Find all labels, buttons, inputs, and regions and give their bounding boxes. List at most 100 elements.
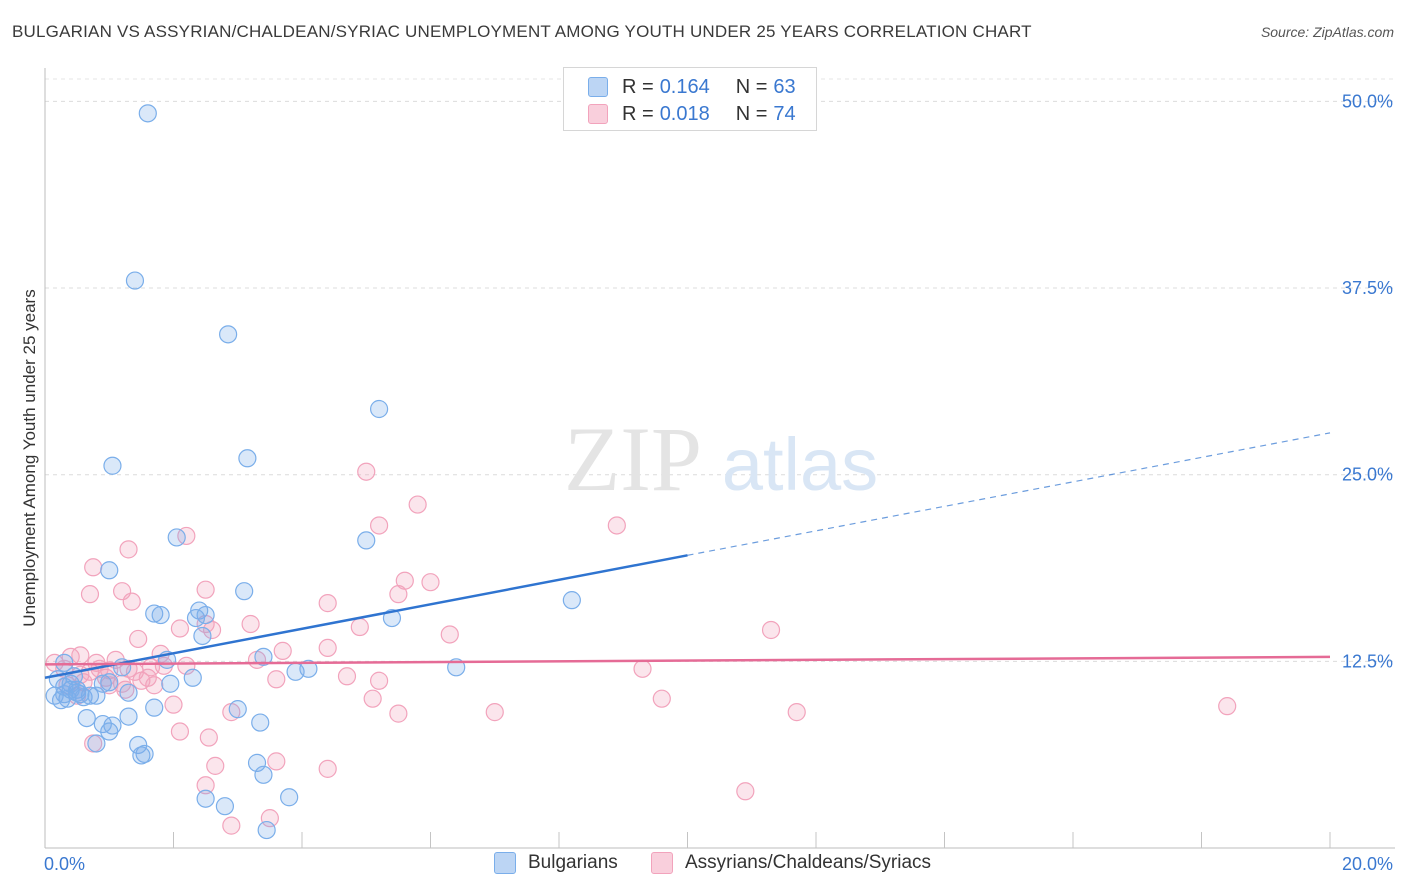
bulgarian-point	[151, 605, 170, 625]
bulgarian-point	[129, 735, 148, 755]
x-tick-label-max: 20.0%	[1342, 854, 1393, 874]
assyrian-point	[440, 625, 459, 644]
assyrian-point	[337, 667, 357, 686]
legend-r-label: R =	[622, 75, 654, 98]
y-tick-label: 12.5%	[1342, 651, 1393, 671]
bulgarian-point	[235, 582, 254, 601]
correlation-legend: R = 0.164 N = 63 R = 0.018 N = 74	[563, 67, 817, 131]
assyrian-point	[84, 558, 103, 577]
bulgarian-point	[219, 325, 238, 344]
bulgarian-point	[382, 608, 402, 628]
bulgarian-point	[119, 707, 138, 726]
legend-n-label: N =	[735, 102, 768, 125]
bulgarian-point	[254, 647, 273, 666]
bulgarian-point	[100, 722, 119, 741]
watermark-zip: ZIP	[564, 408, 702, 510]
assyrian-point	[363, 689, 382, 708]
assyrian-point	[395, 571, 414, 590]
assyrian-point	[408, 495, 427, 514]
legend-item-bulgarians[interactable]: Bulgarians	[494, 852, 618, 874]
watermark-atlas: atlas	[722, 423, 878, 506]
bulgarian-point	[238, 449, 257, 468]
assyrian-point	[129, 629, 148, 649]
bulgarian-point	[87, 734, 106, 753]
bulgarian-point	[138, 104, 157, 123]
assyrian-point	[196, 776, 215, 795]
bulgarian-point	[93, 714, 112, 734]
assyrians-legend-label: Assyrians/Chaldeans/Syriacs	[685, 852, 932, 873]
assyrian-points	[45, 462, 1237, 835]
assyrian-point	[267, 752, 286, 771]
watermark: ZIP atlas	[564, 408, 878, 510]
bulgarians-legend-label: Bulgarians	[528, 852, 618, 873]
assyrian-point	[273, 641, 292, 660]
assyrian-point	[196, 580, 215, 599]
assyrian-trend-line	[44, 655, 1331, 666]
bulgarian-trend-line	[44, 554, 688, 680]
bulgarian-point	[196, 789, 215, 808]
bulgarian-point	[55, 653, 74, 672]
bulgarian-point	[119, 683, 138, 702]
chart-title: BULGARIAN VS ASSYRIAN/CHALDEAN/SYRIAC UN…	[12, 22, 1032, 41]
bulgarian-point	[71, 685, 90, 704]
axes	[44, 68, 1395, 849]
trend-lines	[44, 432, 1331, 680]
bulgarian-point	[100, 561, 119, 580]
assyrian-point	[141, 658, 161, 677]
bulgarian-point	[87, 686, 106, 705]
bulgarian-point	[228, 700, 247, 719]
bulgarian-point	[370, 399, 389, 419]
assyrian-point	[206, 756, 225, 775]
assyrian-point	[145, 676, 164, 695]
assyrian-point	[199, 728, 218, 747]
assyrians-swatch	[588, 104, 608, 124]
bulgarian-point	[196, 605, 215, 625]
y-tick-label: 25.0%	[1342, 465, 1393, 485]
assyrians-legend-swatch	[651, 852, 673, 874]
assyrian-point	[357, 462, 376, 481]
assyrian-point	[138, 668, 157, 687]
assyrians-n-value: 74	[773, 102, 796, 125]
bulgarian-point	[145, 698, 164, 717]
assyrian-point	[389, 704, 408, 723]
assyrian-point	[370, 671, 389, 690]
legend-item-assyrians[interactable]: Assyrians/Chaldeans/Syriacs	[651, 852, 931, 874]
bulgarian-point	[167, 528, 186, 547]
assyrian-point	[761, 620, 781, 640]
assyrian-point	[170, 722, 190, 741]
assyrian-point	[122, 592, 141, 611]
grid-lines	[45, 78, 1395, 662]
bulgarian-point	[132, 746, 151, 765]
assyrian-point	[350, 617, 369, 637]
bulgarians-swatch	[588, 77, 608, 97]
assyrian-point	[177, 526, 196, 546]
assyrian-point	[260, 809, 279, 828]
y-axis-label: Unemployment Among Youth under 25 years	[20, 289, 39, 627]
bulgarian-point	[251, 713, 270, 732]
bulgarian-point	[161, 674, 180, 693]
legend-row-bulgarians: R = 0.164 N = 63	[588, 75, 796, 99]
bulgarian-point	[77, 708, 96, 728]
assyrian-point	[241, 614, 260, 634]
assyrian-point	[71, 646, 90, 665]
assyrian-point	[267, 670, 286, 689]
bulgarian-point	[257, 820, 276, 840]
x-tick-label-min: 0.0%	[44, 854, 85, 874]
assyrian-point	[485, 703, 504, 722]
assyrian-point	[370, 516, 389, 535]
assyrian-point	[633, 659, 652, 678]
legend-n-label: N =	[735, 75, 768, 98]
assyrian-point	[421, 573, 440, 592]
assyrian-point	[222, 816, 241, 835]
bulgarians-legend-swatch	[494, 852, 516, 874]
y-tick-label: 37.5%	[1342, 278, 1393, 298]
bulgarian-point	[299, 659, 318, 678]
assyrian-point	[318, 759, 337, 778]
tick-labels: 12.5% 25.0% 37.5% 50.0% 0.0% 20.0%	[44, 91, 1393, 874]
bulgarian-point	[183, 668, 202, 687]
bulgarian-point	[562, 591, 581, 610]
bulgarian-point	[193, 626, 212, 646]
bulgarian-point	[100, 673, 119, 692]
y-tick-label: 50.0%	[1342, 91, 1393, 111]
